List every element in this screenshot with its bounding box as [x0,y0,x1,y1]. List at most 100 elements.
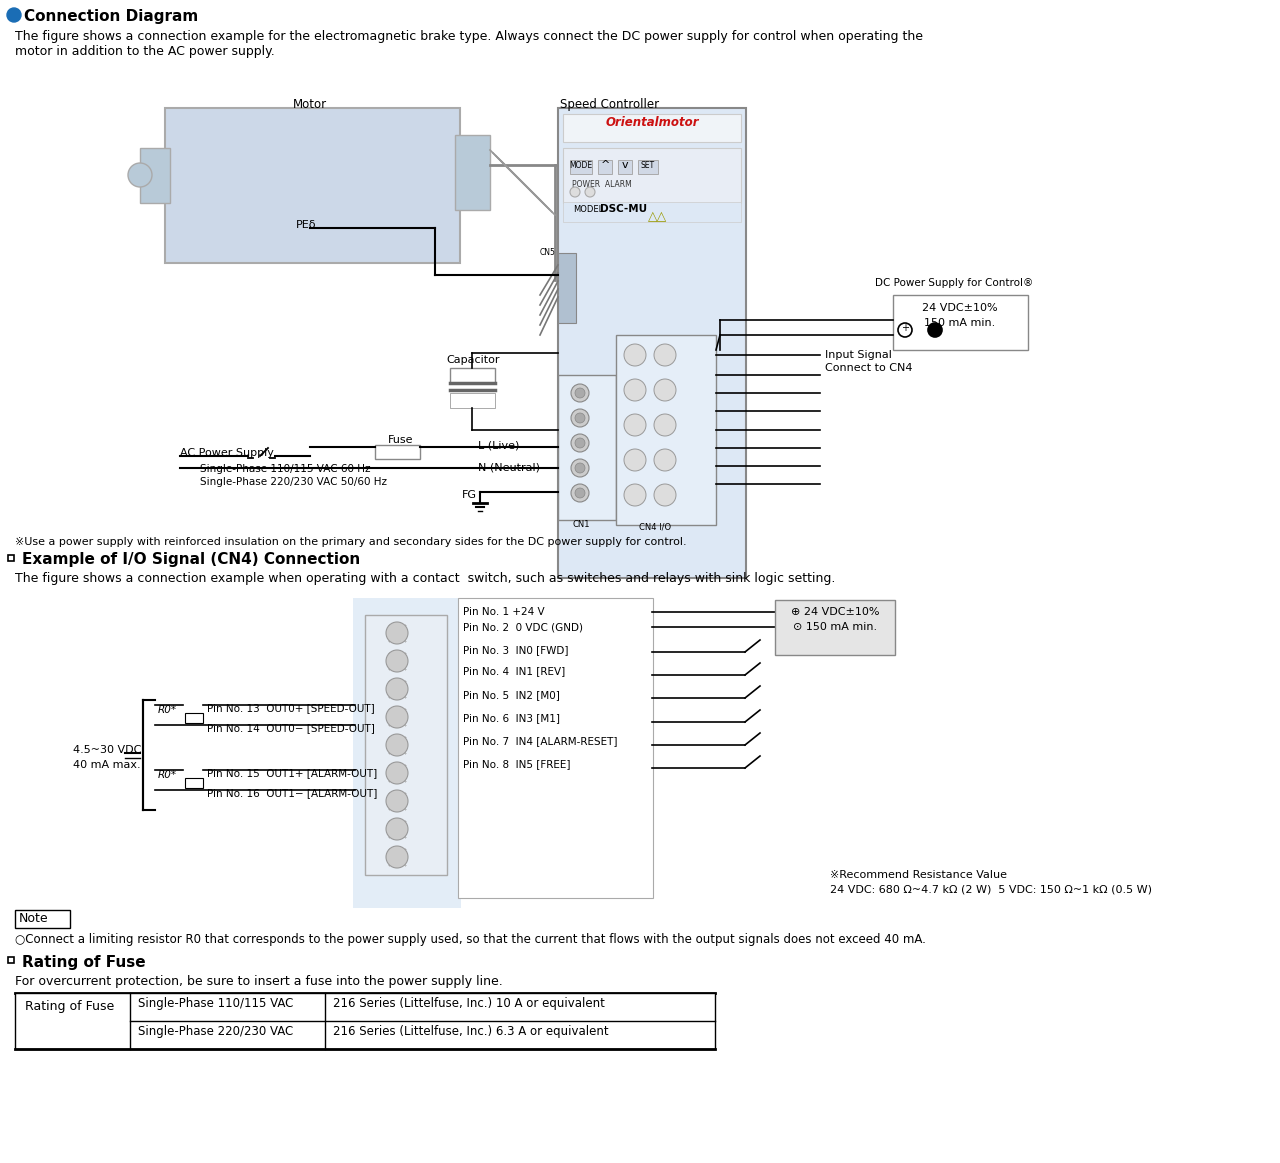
Circle shape [570,187,580,197]
Text: N (Neutral): N (Neutral) [477,462,540,472]
Circle shape [625,344,646,366]
Circle shape [899,323,911,337]
Circle shape [654,484,676,506]
Bar [15,909,70,928]
Text: 216 Series (Littelfuse, Inc.) 6.3 A or equivalent: 216 Series (Littelfuse, Inc.) 6.3 A or e… [333,1025,608,1039]
Text: DC Power Supply for Control®: DC Power Supply for Control® [876,278,1033,288]
Bar [563,202,741,222]
Bar [893,295,1028,350]
Text: Single-Phase 220/230 VAC: Single-Phase 220/230 VAC [138,1025,293,1039]
Bar [15,993,716,1049]
Circle shape [654,414,676,436]
Bar [458,598,653,898]
Bar [563,148,741,204]
Text: CN5: CN5 [539,248,556,257]
Circle shape [654,379,676,401]
Circle shape [571,434,589,452]
Circle shape [625,414,646,436]
Text: v: v [622,160,628,170]
Text: The figure shows a connection example for the electromagnetic brake type. Always: The figure shows a connection example fo… [15,30,923,43]
Circle shape [575,463,585,473]
Bar [558,108,746,578]
Bar [570,160,591,174]
Text: Orientalmotor: Orientalmotor [605,116,699,129]
Bar [774,600,895,655]
Circle shape [571,384,589,402]
Bar [451,368,495,383]
Bar [563,114,741,142]
Bar [353,893,461,908]
Bar [598,160,612,174]
Text: AC Power Supply: AC Power Supply [180,448,274,458]
Text: 150 mA min.: 150 mA min. [924,317,996,328]
Circle shape [575,438,585,448]
Bar [375,445,420,459]
Bar [454,135,490,211]
Circle shape [387,818,408,840]
Bar [186,713,204,723]
Circle shape [571,484,589,502]
Text: Note: Note [19,912,49,925]
Circle shape [128,163,152,187]
Text: Single-Phase 220/230 VAC 50/60 Hz: Single-Phase 220/230 VAC 50/60 Hz [200,477,387,487]
Bar [616,335,716,525]
Text: ^: ^ [600,160,609,170]
Text: motor in addition to the AC power supply.: motor in addition to the AC power supply… [15,45,275,58]
Circle shape [571,459,589,477]
Text: Single-Phase 110/115 VAC: Single-Phase 110/115 VAC [138,997,293,1009]
Bar [186,778,204,789]
Text: For overcurrent protection, be sure to insert a fuse into the power supply line.: For overcurrent protection, be sure to i… [15,975,503,989]
Circle shape [571,409,589,427]
Text: Pin No. 16  OUT1− [ALARM-OUT]: Pin No. 16 OUT1− [ALARM-OUT] [207,789,378,798]
Text: Pin No. 13  OUT0+ [SPEED-OUT]: Pin No. 13 OUT0+ [SPEED-OUT] [207,702,375,713]
Text: Speed Controller: Speed Controller [561,98,659,110]
Text: R0*: R0* [157,705,177,715]
Text: ⊕ 24 VDC±10%: ⊕ 24 VDC±10% [791,607,879,618]
Text: MODEL: MODEL [573,205,603,214]
Bar [165,108,460,263]
Text: 24 VDC±10%: 24 VDC±10% [922,304,998,313]
Circle shape [387,734,408,756]
Text: CN1: CN1 [572,520,590,529]
Text: 216 Series (Littelfuse, Inc.) 10 A or equivalent: 216 Series (Littelfuse, Inc.) 10 A or eq… [333,997,605,1009]
Text: 4.5~30 VDC: 4.5~30 VDC [73,745,141,755]
Text: L (Live): L (Live) [477,441,520,451]
Bar [353,598,461,893]
Text: Motor: Motor [293,98,328,110]
Text: MODE: MODE [570,160,593,170]
Circle shape [625,379,646,401]
Text: Pin No. 7  IN4 [ALARM-RESET]: Pin No. 7 IN4 [ALARM-RESET] [463,736,617,745]
Circle shape [387,678,408,700]
Text: R0*: R0* [157,770,177,780]
Circle shape [625,449,646,471]
Circle shape [575,388,585,398]
Circle shape [387,650,408,672]
Circle shape [625,484,646,506]
Text: Pin No. 5  IN2 [M0]: Pin No. 5 IN2 [M0] [463,690,559,700]
Text: SET: SET [641,160,655,170]
Text: ⊙ 150 mA min.: ⊙ 150 mA min. [792,622,877,632]
Circle shape [654,449,676,471]
Text: Example of I/O Signal (CN4) Connection: Example of I/O Signal (CN4) Connection [22,552,360,568]
Circle shape [575,488,585,498]
Text: Pin No. 6  IN3 [M1]: Pin No. 6 IN3 [M1] [463,713,561,723]
Circle shape [387,762,408,784]
Circle shape [387,846,408,868]
Circle shape [575,413,585,423]
Text: Single-Phase 110/115 VAC 60 Hz: Single-Phase 110/115 VAC 60 Hz [200,464,370,475]
Text: Pin No. 3  IN0 [FWD]: Pin No. 3 IN0 [FWD] [463,645,568,655]
Text: Fuse: Fuse [388,435,413,445]
Text: △△: △△ [648,211,667,223]
Text: 40 mA max.: 40 mA max. [73,759,141,770]
Bar [140,148,170,204]
Text: PEδ: PEδ [296,220,316,230]
Circle shape [387,622,408,644]
Text: POWER  ALARM: POWER ALARM [572,180,632,190]
Text: +: + [901,323,909,333]
Text: DSC-MU: DSC-MU [600,204,648,214]
Bar [365,615,447,875]
Text: The figure shows a connection example when operating with a contact  switch, suc: The figure shows a connection example wh… [15,572,836,585]
Text: Pin No. 15  OUT1+ [ALARM-OUT]: Pin No. 15 OUT1+ [ALARM-OUT] [207,768,378,778]
Text: Pin No. 2  0 VDC (GND): Pin No. 2 0 VDC (GND) [463,622,582,632]
Text: ※Recommend Resistance Value: ※Recommend Resistance Value [829,870,1007,880]
